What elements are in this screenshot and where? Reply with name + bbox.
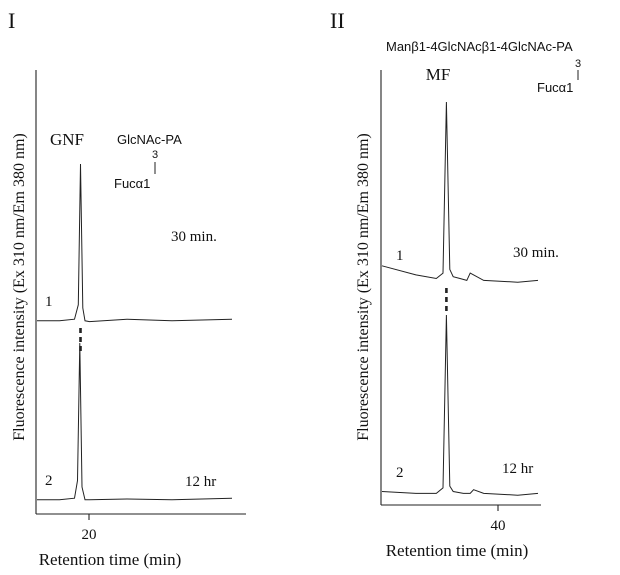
- trace-line: [37, 342, 233, 501]
- panel-label: I: [8, 8, 15, 33]
- x-axis-label: Retention time (min): [39, 550, 182, 569]
- trace-line: [381, 101, 539, 283]
- time-annotation: 12 hr: [502, 461, 533, 477]
- time-annotation: 30 min.: [171, 229, 217, 245]
- structure-main: Manβ1-4GlcNAcβ1-4GlcNAc-PA: [386, 39, 573, 54]
- trace-number: 1: [45, 294, 53, 310]
- trace-number: 2: [396, 465, 404, 481]
- structure-position: 3: [152, 149, 158, 161]
- time-annotation: 12 hr: [185, 474, 216, 490]
- peak-label: MF: [426, 65, 451, 84]
- structure-branch: Fucα1: [537, 80, 573, 95]
- x-tick-label: 20: [82, 527, 97, 543]
- x-tick-label: 40: [491, 518, 506, 534]
- time-annotation: 30 min.: [513, 245, 559, 261]
- trace-line: [381, 314, 539, 496]
- structure-position: 3: [575, 58, 581, 70]
- y-axis-label: Fluorescence intensity (Ex 310 nm/Em 380…: [355, 133, 372, 441]
- peak-label: GNF: [50, 130, 84, 149]
- panel-ii: II 40 Retention time (min) Fluorescence …: [330, 8, 581, 560]
- x-axis-label: Retention time (min): [386, 541, 529, 560]
- trace-number: 2: [45, 473, 53, 489]
- panel-i: I 20 Retention time (min) Fluorescence i…: [8, 8, 246, 569]
- trace-number: 1: [396, 248, 404, 264]
- structure-branch: Fucα1: [114, 176, 150, 191]
- trace-line: [37, 163, 233, 323]
- panel-label: II: [330, 8, 345, 33]
- structure-main: GlcNAc-PA: [117, 132, 182, 147]
- y-axis-label: Fluorescence intensity (Ex 310 nm/Em 380…: [11, 133, 28, 441]
